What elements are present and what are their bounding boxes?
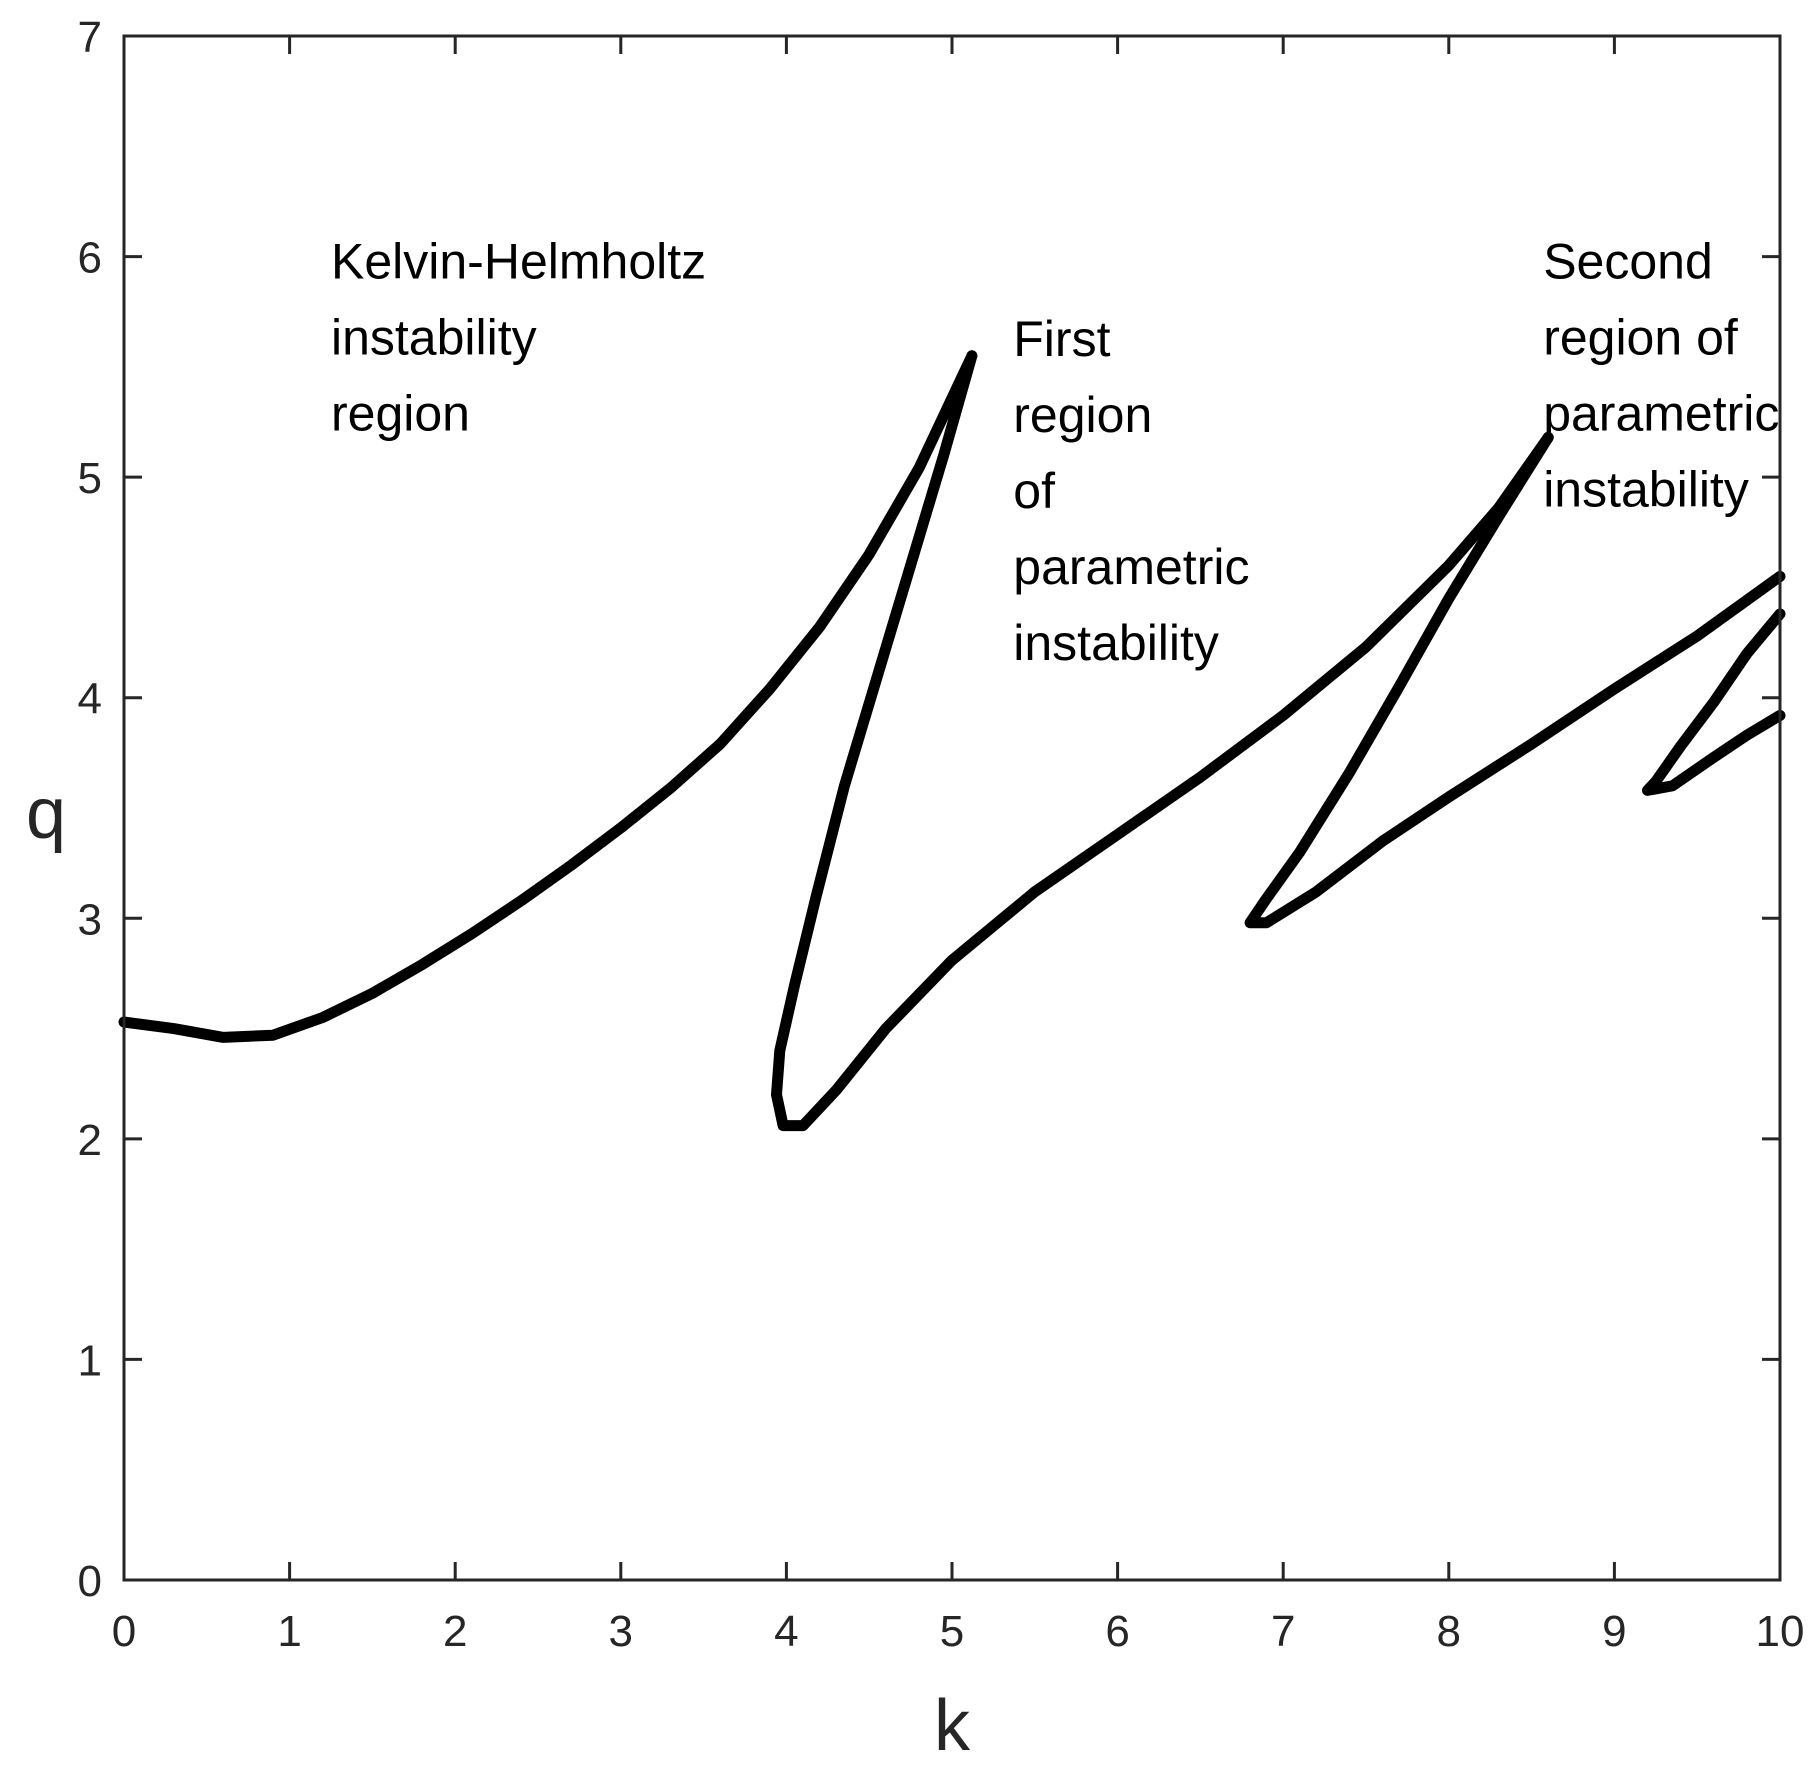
y-ticks: 0 1 2 3 4 5 6 7 [78, 13, 1780, 1606]
annotation-3-line: instability [1543, 462, 1749, 518]
x-tick-label: 8 [1437, 1607, 1461, 1656]
y-tick-label: 7 [78, 13, 102, 62]
y-axis-title: q [26, 774, 66, 854]
x-tick-label: 6 [1105, 1607, 1129, 1656]
annotation-3-line: Second [1543, 234, 1713, 290]
x-axis-title: k [934, 1686, 971, 1766]
x-tick-label: 0 [112, 1607, 136, 1656]
curves-group [118, 350, 1786, 1132]
x-tick-label: 3 [609, 1607, 633, 1656]
x-tick-label: 1 [277, 1607, 301, 1656]
annotation-3-line: region of [1543, 310, 1738, 366]
annotations: Kelvin-Helmholtz instability region First re… [331, 234, 1779, 671]
x-tick-label: 9 [1602, 1607, 1626, 1656]
x-tick-label: 2 [443, 1607, 467, 1656]
y-tick-label: 4 [78, 675, 102, 724]
annotation-2-line: First [1013, 311, 1110, 367]
y-tick-label: 5 [78, 454, 102, 503]
y-tick-label: 2 [78, 1116, 102, 1165]
curve-branch-2 [771, 350, 1554, 1132]
curve-branch-4 [1642, 608, 1786, 796]
y-tick-label: 1 [78, 1336, 102, 1385]
annotation-2-line: of [1013, 463, 1055, 519]
annotation-2-line: parametric [1013, 539, 1249, 595]
x-tick-label: 10 [1756, 1607, 1805, 1656]
x-tick-label: 7 [1271, 1607, 1295, 1656]
annotation-2-line: instability [1013, 615, 1219, 671]
x-tick-label: 4 [774, 1607, 798, 1656]
annotation-1-line: instability [331, 310, 537, 366]
annotation-3-line: parametric [1543, 386, 1779, 442]
y-tick-label: 6 [78, 234, 102, 283]
annotation-1-line: Kelvin-Helmholtz [331, 234, 706, 290]
curve-branch-1 [118, 350, 978, 1043]
annotation-1-line: region [331, 386, 470, 442]
annotation-2-line: region [1013, 387, 1152, 443]
curve-branch-3 [1244, 431, 1786, 929]
y-tick-label: 0 [78, 1557, 102, 1606]
x-tick-label: 5 [940, 1607, 964, 1656]
x-ticks: 0 1 2 3 4 5 6 7 8 9 10 [112, 36, 1805, 1656]
y-tick-label: 3 [78, 895, 102, 944]
